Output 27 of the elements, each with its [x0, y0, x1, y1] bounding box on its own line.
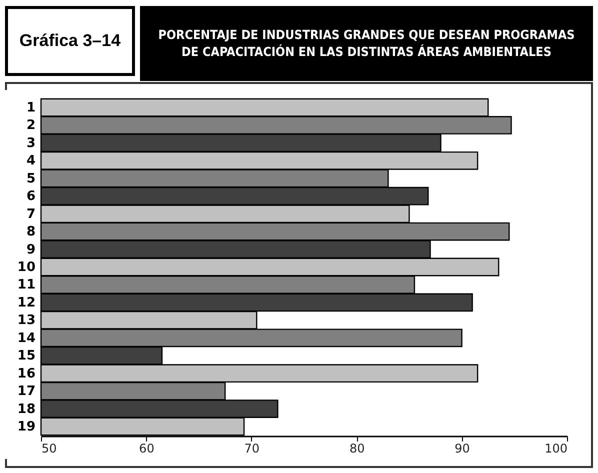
text: Gráfica 3–14 [5, 6, 135, 76]
y-tick-label: 6 [26, 189, 36, 204]
y-tick-label: 17 [17, 384, 36, 400]
y-tick-label: 11 [17, 278, 36, 293]
y-tick-label: 14 [17, 330, 36, 346]
y-tick-label: 12 [17, 295, 36, 310]
x-tick-label: 80 [349, 442, 365, 456]
y-tick-label: 18 [17, 402, 36, 417]
x-tick-label: 50 [42, 442, 57, 456]
x-tick-label: 90 [454, 442, 470, 456]
y-tick-label: 7 [26, 206, 36, 222]
y-tick-label: 9 [26, 242, 36, 258]
x-tick-label: 70 [244, 442, 260, 456]
chart-title: PORCENTAJE DE INDUSTRIAS GRANDES QUE DESEAN PROGRAMAS DE CAPACITACIÓN EN LAS DISTINTAS ÁREAS AMBIENTALES [140, 6, 593, 81]
y-tick-label: 2 [26, 118, 36, 134]
y-tick-label: 19 [17, 420, 36, 435]
x-tick-label: 100 [544, 442, 568, 456]
y-tick-label: 1 [26, 100, 36, 116]
y-tick-label: 3 [26, 136, 36, 151]
y-tick-label: 13 [17, 313, 36, 328]
y-tick-label: 8 [26, 224, 36, 240]
y-tick-label: 15 [17, 348, 36, 364]
y-tick-label: 10 [17, 260, 36, 275]
x-tick-label: 60 [139, 442, 154, 456]
y-tick-label: 16 [17, 366, 36, 382]
y-tick-label: 4 [26, 154, 36, 169]
y-tick-label: 5 [26, 171, 36, 186]
